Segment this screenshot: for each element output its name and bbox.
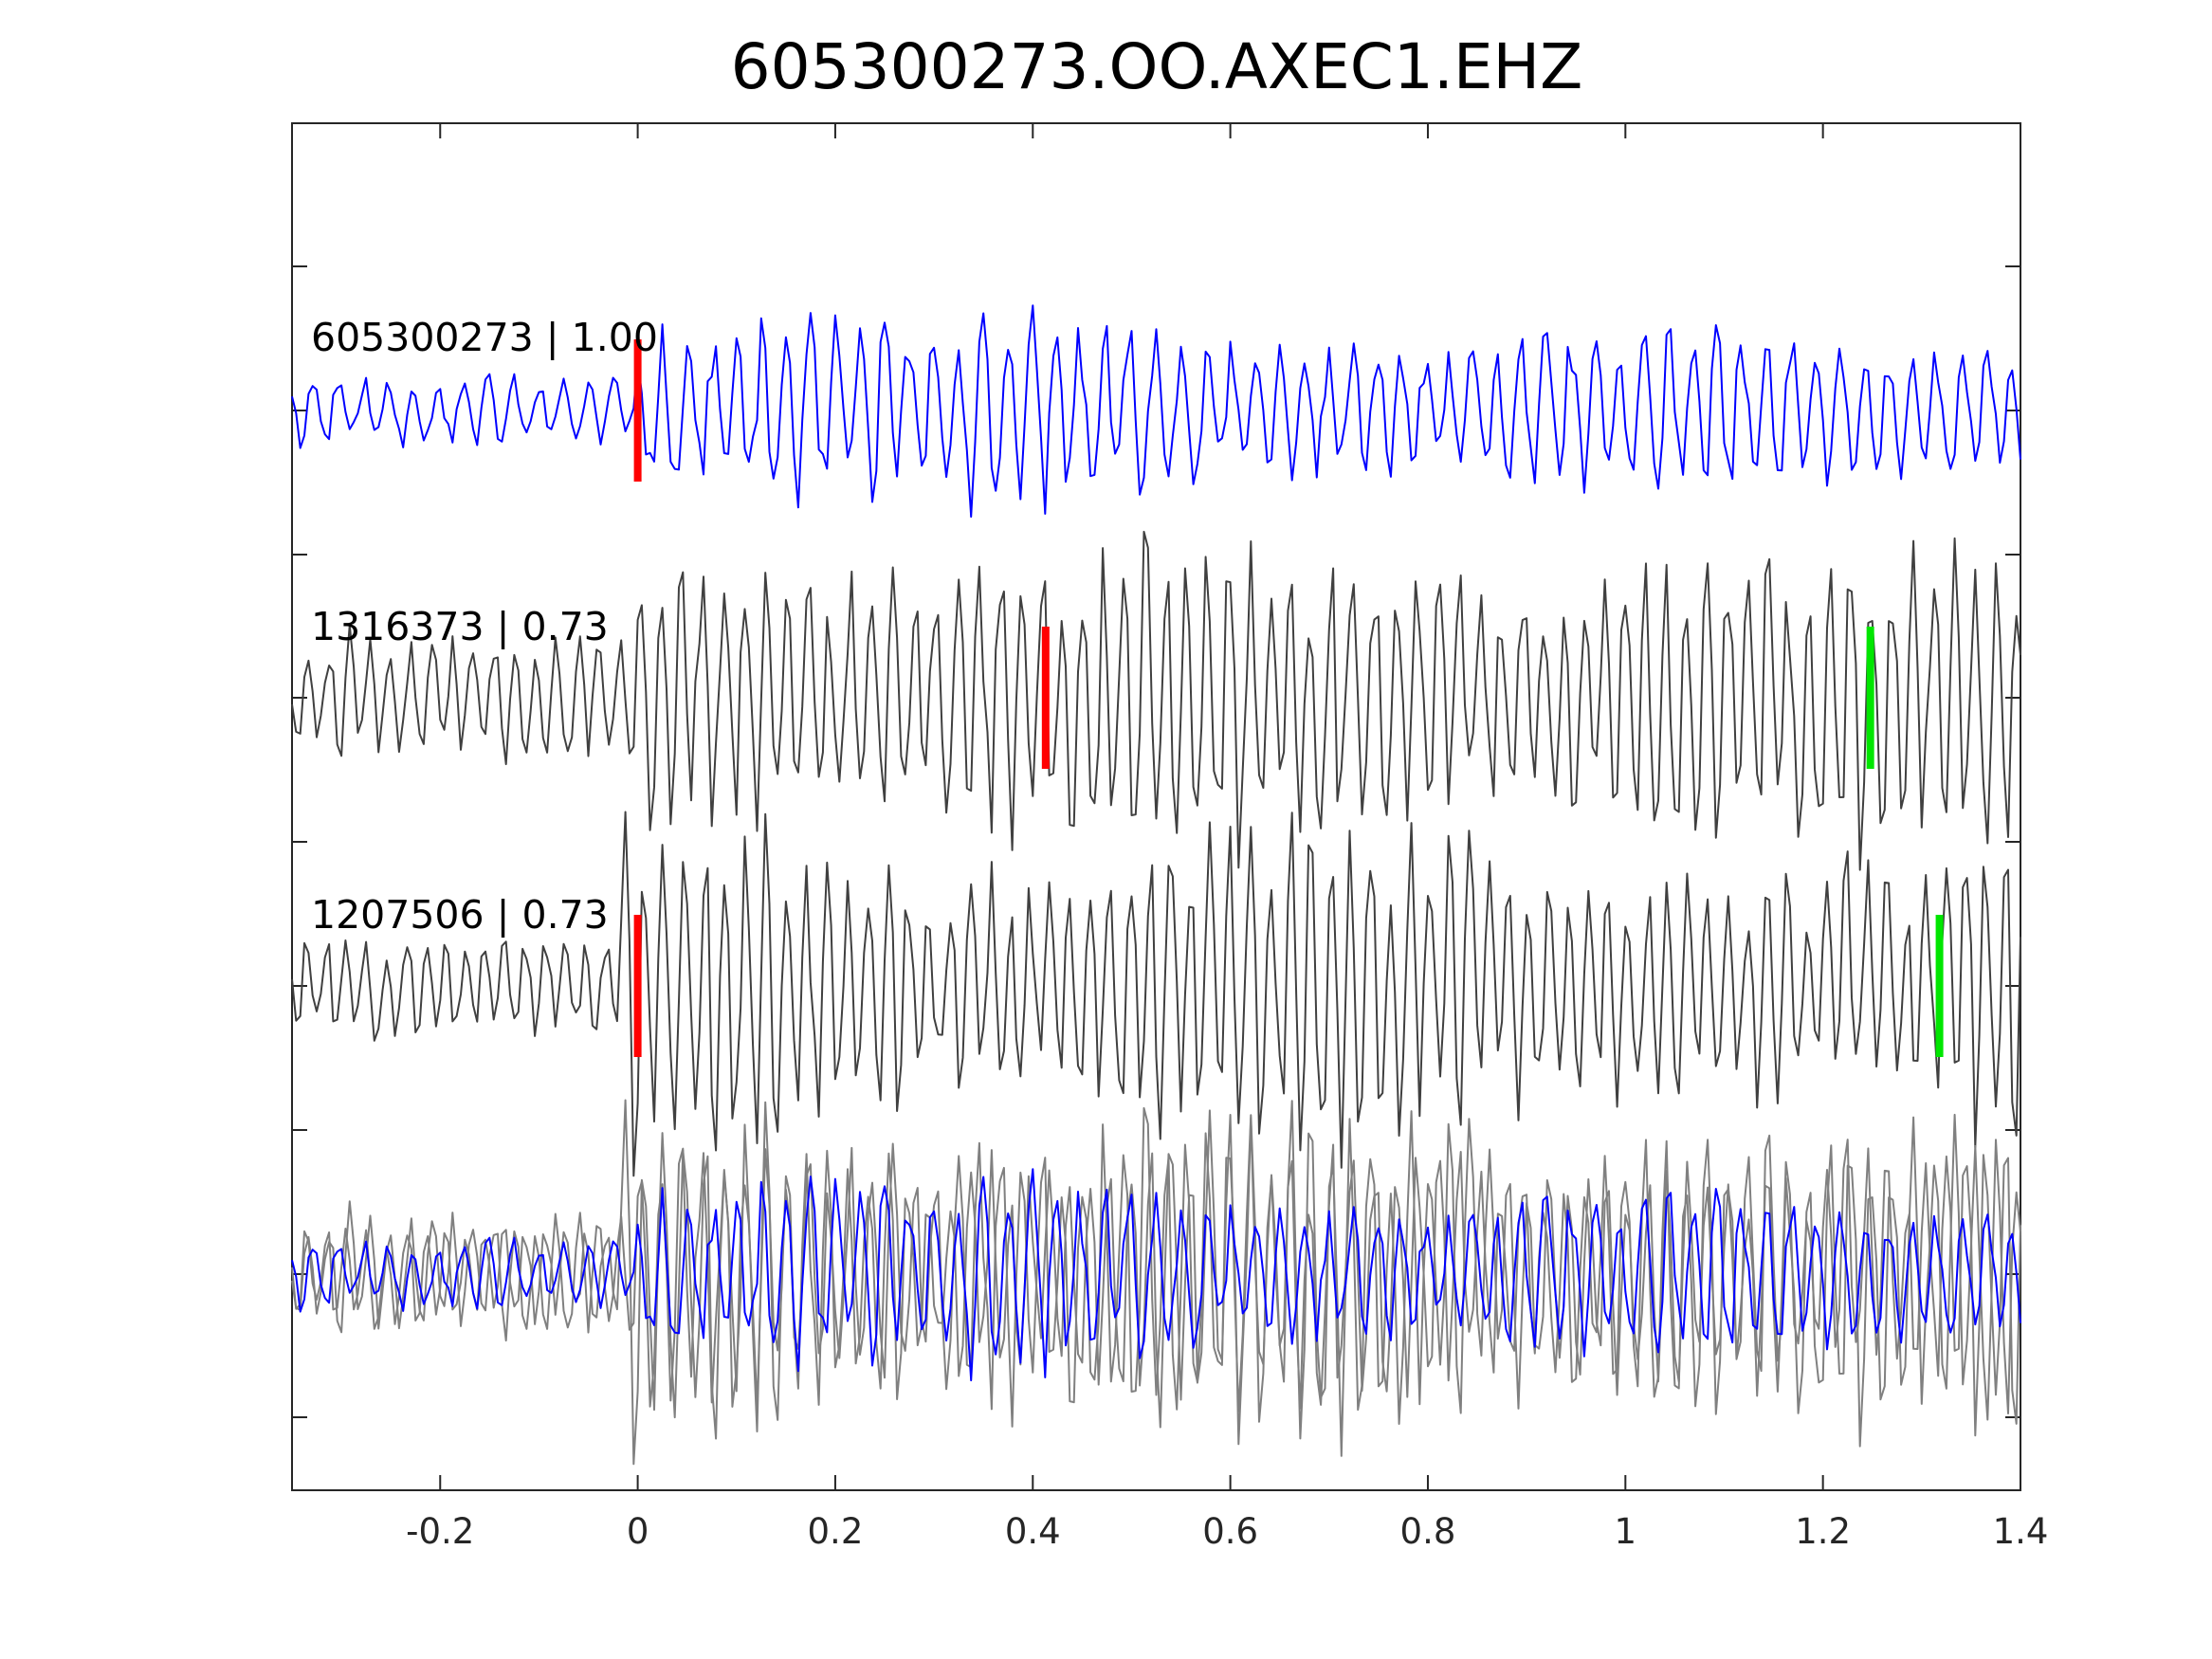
overlay-trace-1207506 [291,1099,2021,1466]
p-pick-marker-1207506 [633,915,642,1057]
xtick-label-5: 0.8 [1400,1511,1456,1552]
trace-label-1316373: 1316373 | 0.73 [311,604,609,649]
seismic-traces [291,304,2021,1177]
overlay-trace-605300273 [291,1168,2021,1382]
xtick-label-8: 1.4 [1993,1511,2049,1552]
xtick-label-0: -0.2 [406,1511,474,1552]
x-axis-ticks: -0.2 0 0.2 0.4 0.6 0.8 1 1.2 1.4 [406,123,2048,1552]
overlay-traces [291,1099,2021,1466]
y-tick-marks [292,265,2020,1418]
xtick-label-1: 0 [627,1511,649,1552]
xtick-label-3: 0.4 [1005,1511,1061,1552]
trace-1316373 [291,530,2021,871]
s-pick-marker-1316373 [1866,627,1874,769]
phase-picks [633,339,1944,1057]
xtick-label-2: 0.2 [808,1511,864,1552]
xtick-label-6: 1 [1615,1511,1637,1552]
trace-1207506 [291,811,2021,1177]
p-pick-marker-1316373 [1041,627,1050,769]
trace-label-1207506: 1207506 | 0.73 [311,892,609,938]
p-pick-marker-605300273 [633,339,642,482]
s-pick-marker-1207506 [1935,915,1944,1057]
overlay-trace-1316373 [291,1106,2021,1448]
trace-label-605300273: 605300273 | 1.00 [311,315,658,360]
xtick-label-7: 1.2 [1795,1511,1851,1552]
chart-title: 605300273.OO.AXEC1.EHZ [731,30,1583,103]
trace-605300273 [291,304,2021,519]
xtick-label-4: 0.6 [1202,1511,1258,1552]
